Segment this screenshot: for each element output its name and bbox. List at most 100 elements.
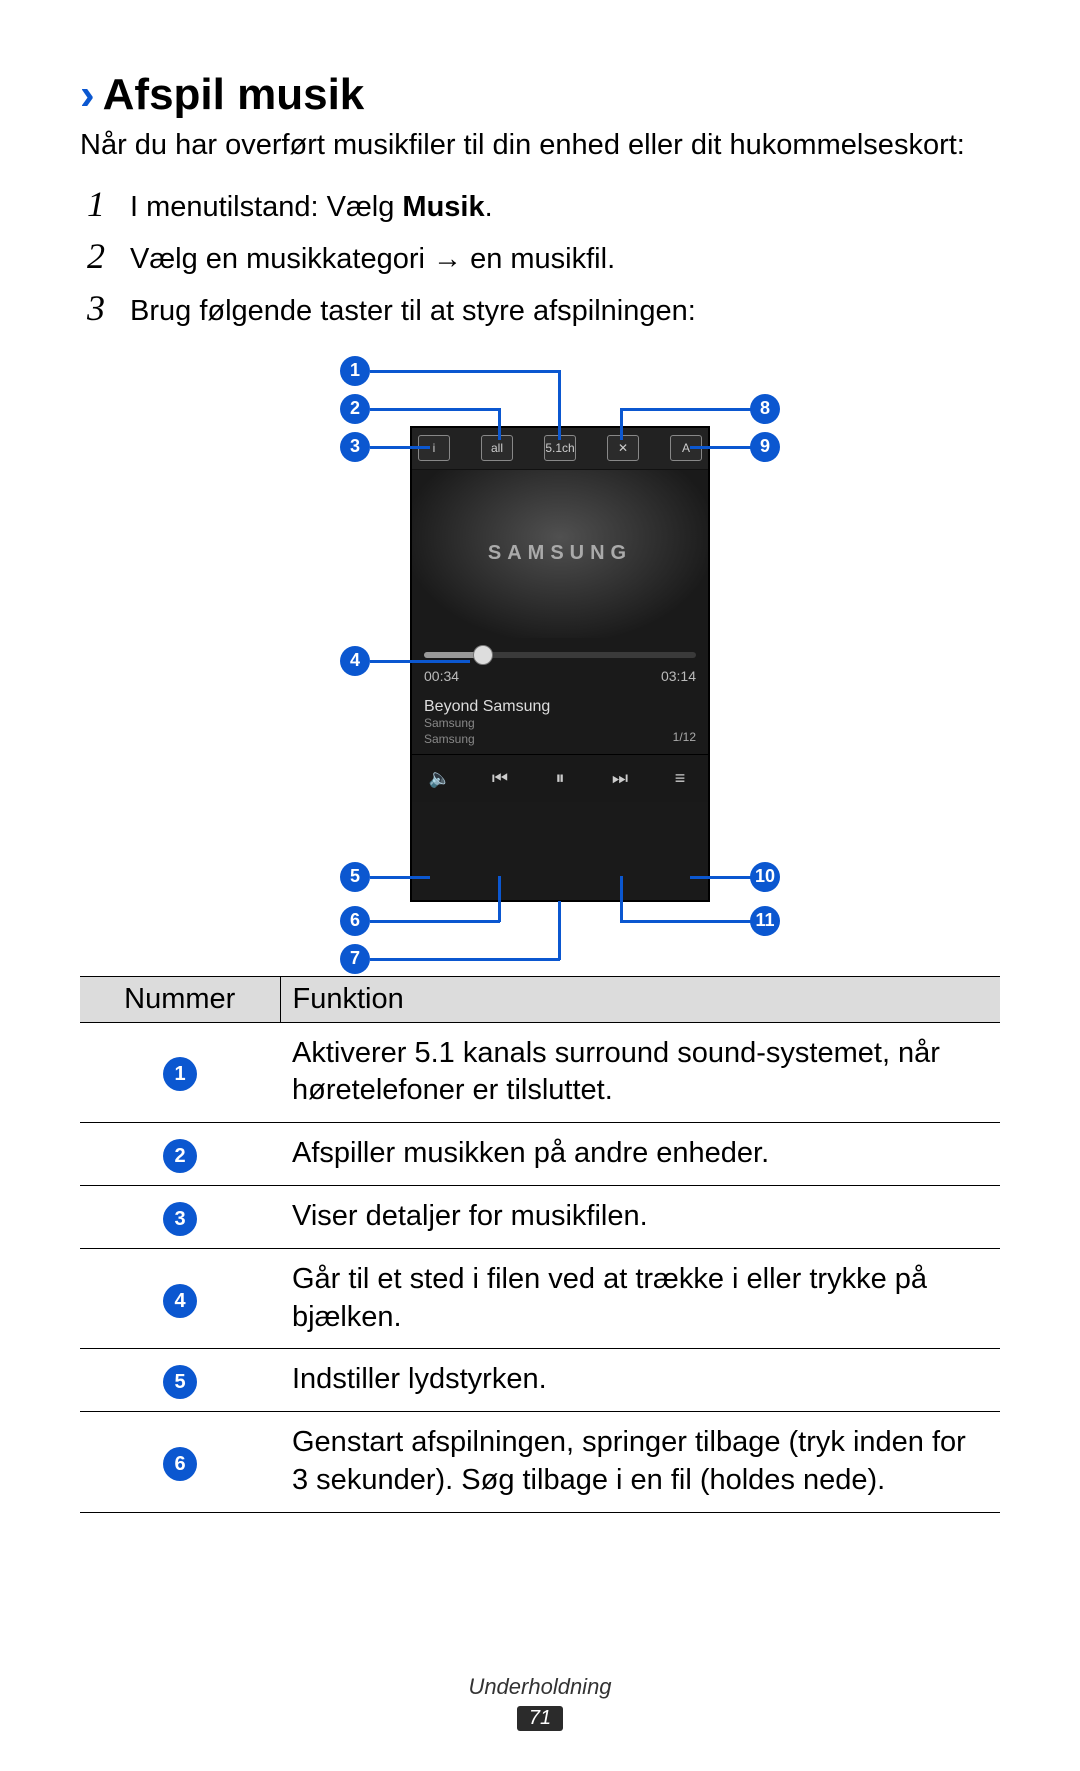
step-1-suffix: . (485, 191, 493, 223)
time-elapsed: 00:34 (424, 668, 459, 684)
music-player-window: i all 5.1ch ✕ A SAMSUNG 00:34 03:14 Beyo… (410, 426, 710, 902)
lead-5h (370, 876, 430, 879)
allshare-icon[interactable]: all (481, 435, 513, 461)
cell-number: 1 (80, 1022, 280, 1122)
cell-number: 3 (80, 1185, 280, 1248)
row-badge-2: 2 (163, 1139, 197, 1173)
lead-9h (690, 446, 752, 449)
step-number: 1 (80, 183, 112, 225)
table-row: 6 Genstart afspilningen, springer tilbag… (80, 1412, 1000, 1512)
page-footer: Underholdning 71 (0, 1674, 1080, 1731)
cell-number: 4 (80, 1248, 280, 1348)
shuffle-icon[interactable]: ✕ (607, 435, 639, 461)
table-row: 5 Indstiller lydstyrken. (80, 1349, 1000, 1412)
chevron-icon: › (80, 73, 95, 117)
row-badge-5: 5 (163, 1365, 197, 1399)
table-row: 2 Afspiller musikken på andre enheder. (80, 1122, 1000, 1185)
prev-button[interactable]: ⏮ (480, 768, 520, 789)
callout-2: 2 (340, 394, 370, 424)
callout-9: 9 (750, 432, 780, 462)
callout-4: 4 (340, 646, 370, 676)
cell-number: 2 (80, 1122, 280, 1185)
step-text: I menutilstand: Vælg Musik. (130, 188, 493, 227)
steps-list: 1 I menutilstand: Vælg Musik. 2 Vælg en … (80, 183, 1000, 331)
callout-5: 5 (340, 862, 370, 892)
table-row: 3 Viser detaljer for musikfilen. (80, 1185, 1000, 1248)
row-badge-3: 3 (163, 1202, 197, 1236)
lead-11h (620, 920, 752, 923)
lead-6h (370, 920, 500, 923)
cell-function: Aktiverer 5.1 kanals surround sound-syst… (280, 1022, 1000, 1122)
step-3: 3 Brug følgende taster til at styre afsp… (80, 287, 1000, 331)
lead-7v (558, 901, 561, 960)
brand-logo: SAMSUNG (488, 542, 632, 565)
volume-button[interactable]: 🔈 (420, 768, 460, 789)
cell-function: Afspiller musikken på andre enheder. (280, 1122, 1000, 1185)
row-badge-4: 4 (163, 1284, 197, 1318)
cell-function: Går til et sted i filen ved at trække i … (280, 1248, 1000, 1348)
function-table: Nummer Funktion 1 Aktiverer 5.1 kanals s… (80, 976, 1000, 1513)
song-artist: Samsung (424, 716, 696, 730)
callout-1: 1 (340, 356, 370, 386)
cell-number: 6 (80, 1412, 280, 1512)
step-number: 3 (80, 287, 112, 329)
track-meta: Beyond Samsung Samsung Samsung 1/12 (412, 690, 708, 754)
row-badge-1: 1 (163, 1057, 197, 1091)
step-1-prefix: I menutilstand: Vælg (130, 191, 402, 223)
next-button[interactable]: ⏭ (600, 768, 640, 789)
lead-4h (370, 660, 470, 663)
player-figure: i all 5.1ch ✕ A SAMSUNG 00:34 03:14 Beyo… (80, 346, 1000, 976)
lead-3h (370, 446, 430, 449)
progress-knob[interactable] (473, 645, 493, 665)
cell-function: Genstart afspilningen, springer tilbage … (280, 1412, 1000, 1512)
col-header-function: Funktion (280, 976, 1000, 1022)
lead-11v (620, 876, 623, 922)
step-2: 2 Vælg en musikkategori → en musikfil. (80, 235, 1000, 279)
meta-row-3: Samsung 1/12 (424, 730, 696, 748)
callout-11: 11 (750, 906, 780, 936)
step-1: 1 I menutilstand: Vælg Musik. (80, 183, 1000, 227)
cell-function: Viser detaljer for musikfilen. (280, 1185, 1000, 1248)
progress-area: 00:34 03:14 (412, 638, 708, 690)
lead-8v (620, 408, 623, 440)
section-heading: › Afspil musik (80, 70, 1000, 120)
lead-6v (498, 876, 501, 922)
col-header-number: Nummer (80, 976, 280, 1022)
cell-number: 5 (80, 1349, 280, 1412)
song-title: Beyond Samsung (424, 698, 696, 716)
table-row: 4 Går til et sted i filen ved at trække … (80, 1248, 1000, 1348)
callout-6: 6 (340, 906, 370, 936)
time-row: 00:34 03:14 (424, 668, 696, 684)
lead-7h (370, 958, 560, 961)
step-1-bold: Musik (402, 191, 484, 223)
step-number: 2 (80, 235, 112, 277)
lead-1v (558, 370, 561, 440)
progress-fill (424, 652, 478, 658)
lead-2v (498, 408, 501, 440)
intro-text: Når du har overført musikfiler til din e… (80, 126, 1000, 165)
progress-slider[interactable] (424, 652, 696, 658)
song-album: Samsung (424, 732, 475, 746)
callout-10: 10 (750, 862, 780, 892)
row-badge-6: 6 (163, 1447, 197, 1481)
track-counter: 1/12 (673, 730, 696, 744)
time-total: 03:14 (661, 668, 696, 684)
step-text: Brug følgende taster til at styre afspil… (130, 292, 696, 331)
callout-3: 3 (340, 432, 370, 462)
step-text: Vælg en musikkategori → en musikfil. (130, 240, 615, 279)
lead-8h (620, 408, 752, 411)
pause-button[interactable]: ⏸ (540, 768, 580, 789)
playlist-button[interactable]: ≡ (660, 768, 700, 789)
footer-section-name: Underholdning (0, 1674, 1080, 1700)
heading-title: Afspil musik (103, 70, 365, 120)
callout-7: 7 (340, 944, 370, 974)
cell-function: Indstiller lydstyrken. (280, 1349, 1000, 1412)
album-art: SAMSUNG (412, 470, 708, 638)
lead-2h (370, 408, 500, 411)
lead-1h (370, 370, 560, 373)
player-controls: 🔈 ⏮ ⏸ ⏭ ≡ (412, 754, 708, 802)
footer-page-number: 71 (517, 1706, 563, 1731)
table-header-row: Nummer Funktion (80, 976, 1000, 1022)
table-row: 1 Aktiverer 5.1 kanals surround sound-sy… (80, 1022, 1000, 1122)
lead-10h (690, 876, 752, 879)
